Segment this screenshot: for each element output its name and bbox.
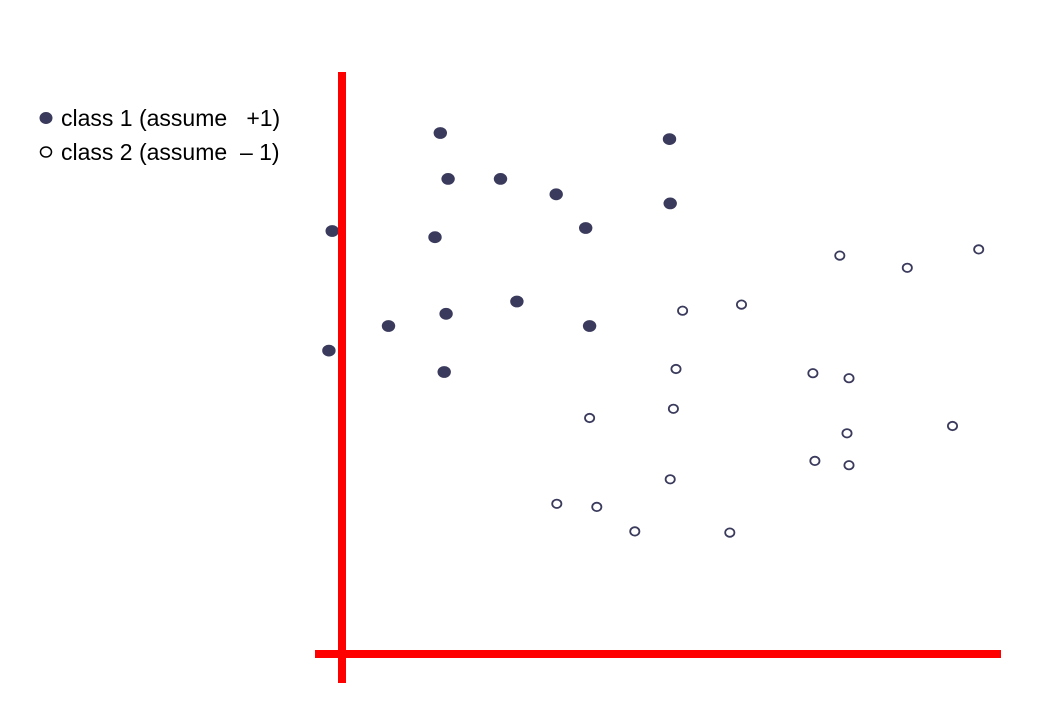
legend-marker-class-2 <box>39 146 53 158</box>
data-point-class-1-3 <box>441 173 455 185</box>
legend-label-class-2: class 2 (assume – 1) <box>61 139 280 165</box>
data-point-class-2-14 <box>843 460 855 471</box>
data-point-class-1-8 <box>325 225 339 237</box>
data-point-class-2-17 <box>591 501 603 512</box>
data-point-class-2-11 <box>947 420 959 432</box>
legend-label-class-1: class 1 (assume +1) <box>61 105 280 131</box>
data-point-class-1-6 <box>663 197 677 210</box>
data-point-class-2-19 <box>724 527 736 538</box>
data-point-class-2-9 <box>667 403 679 414</box>
data-point-class-2-10 <box>584 412 596 424</box>
data-point-class-2-4 <box>736 299 748 310</box>
data-point-class-2-8 <box>843 373 855 384</box>
data-point-class-2-2 <box>834 250 846 261</box>
legend: class 1 (assume +1) class 2 (assume – 1) <box>39 105 280 165</box>
data-point-class-1-13 <box>582 320 597 332</box>
data-point-class-1-15 <box>437 366 451 378</box>
data-point-class-1-2 <box>662 133 677 146</box>
data-point-class-2-3 <box>901 262 913 273</box>
data-point-class-2-7 <box>807 368 819 379</box>
data-point-class-2-13 <box>809 455 821 466</box>
data-point-class-1-11 <box>439 307 453 320</box>
data-point-class-2-15 <box>664 474 676 485</box>
data-point-class-2-16 <box>551 498 563 509</box>
data-point-class-1-14 <box>322 344 336 357</box>
data-point-class-2-18 <box>629 526 641 537</box>
legend-item-class-1: class 1 (assume +1) <box>39 105 280 131</box>
data-point-class-2-12 <box>841 428 853 439</box>
legend-marker-class-1 <box>39 112 53 124</box>
data-point-class-2-1 <box>973 244 985 255</box>
data-point-class-1-10 <box>510 295 524 308</box>
data-points <box>322 127 985 538</box>
data-point-class-1-9 <box>428 231 442 244</box>
data-point-class-1-7 <box>579 222 593 234</box>
legend-item-class-2: class 2 (assume – 1) <box>39 139 280 165</box>
data-point-class-1-4 <box>493 173 508 185</box>
data-point-class-2-6 <box>670 363 682 375</box>
data-point-class-2-5 <box>677 305 689 316</box>
data-point-class-1-12 <box>381 320 396 332</box>
data-point-class-1-1 <box>433 127 447 139</box>
data-point-class-1-5 <box>549 188 563 201</box>
